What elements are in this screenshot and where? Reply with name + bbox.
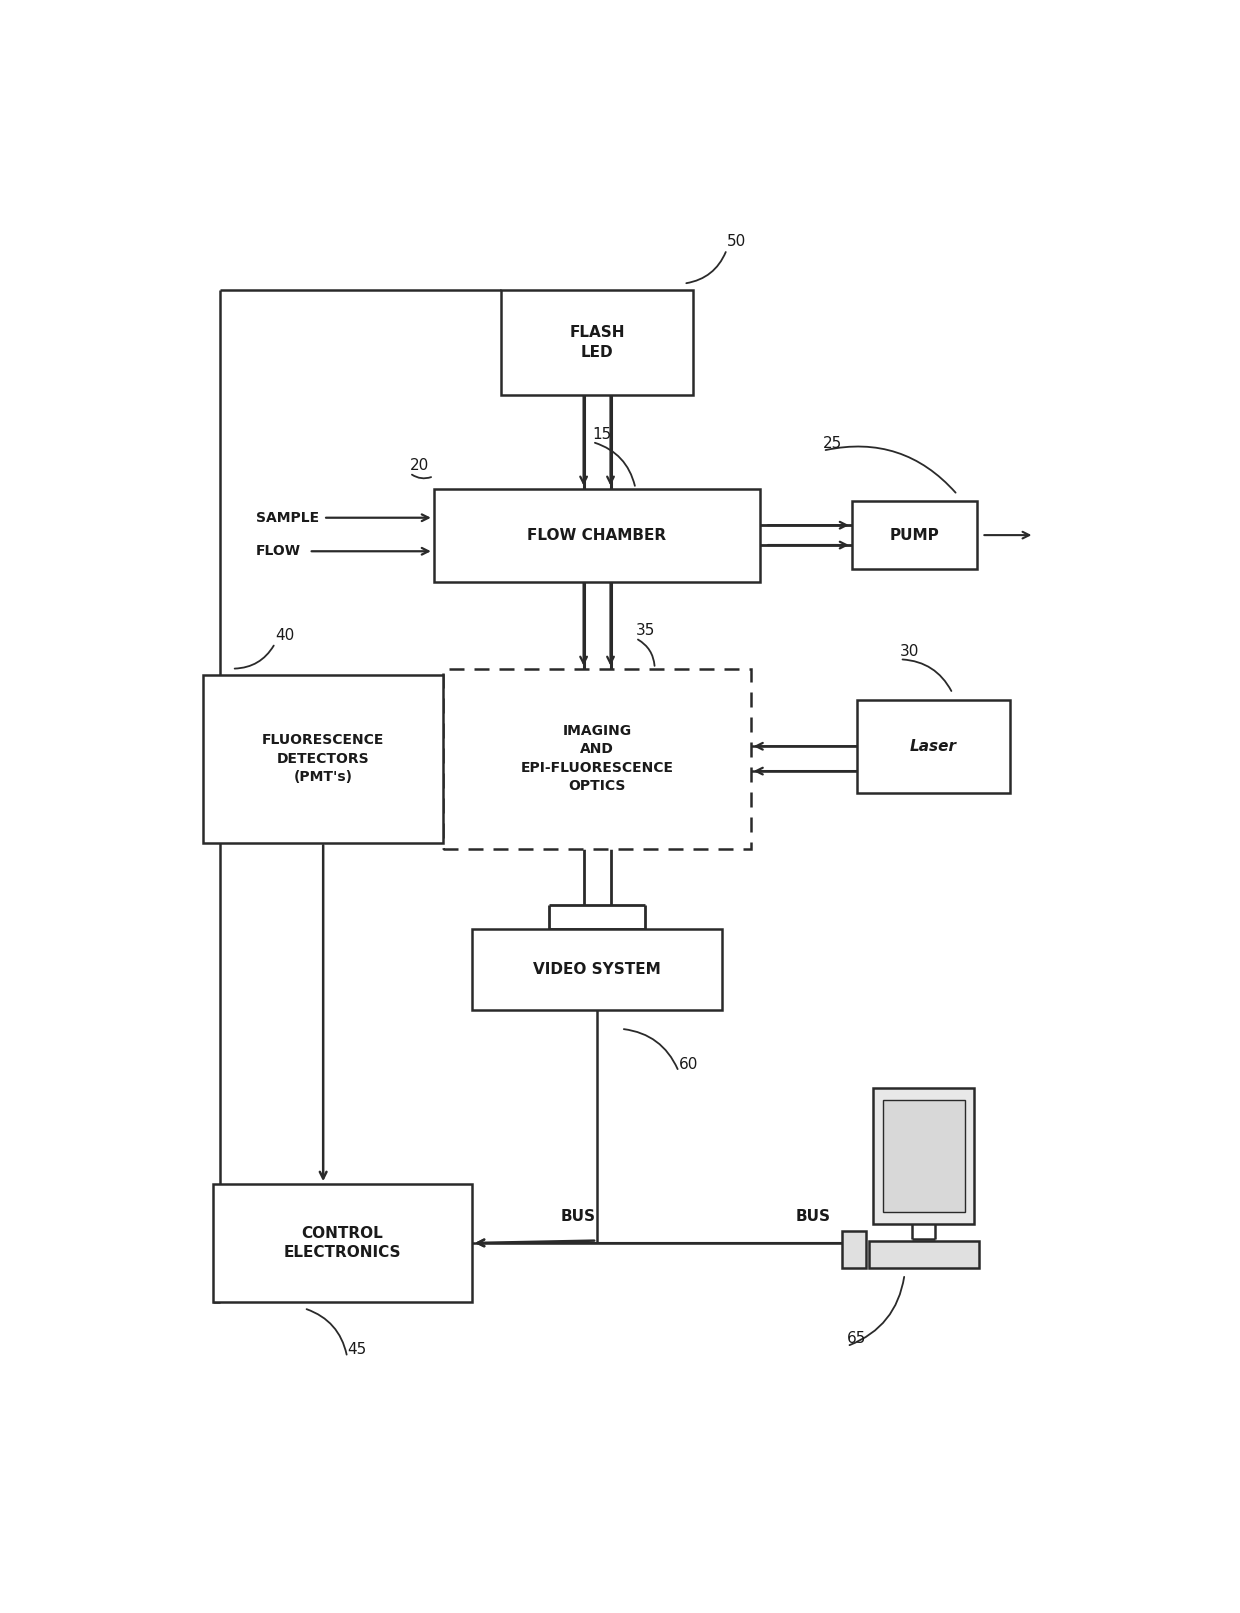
Text: 40: 40 (275, 627, 294, 644)
Bar (501, 290, 693, 395)
Bar (213, 1184, 472, 1302)
Text: 30: 30 (900, 644, 919, 660)
Text: PUMP: PUMP (889, 527, 939, 542)
Text: 25: 25 (823, 436, 842, 450)
Text: 65: 65 (847, 1331, 867, 1347)
Text: SAMPLE: SAMPLE (255, 511, 319, 524)
Text: 15: 15 (593, 427, 611, 442)
Text: FLOW: FLOW (255, 544, 301, 558)
Text: 20: 20 (409, 458, 429, 473)
Text: VIDEO SYSTEM: VIDEO SYSTEM (533, 963, 661, 977)
Bar (868, 1240, 980, 1268)
Text: IMAGING
AND
EPI-FLUORESCENCE
OPTICS: IMAGING AND EPI-FLUORESCENCE OPTICS (521, 724, 673, 794)
Bar (434, 489, 760, 582)
Text: 35: 35 (635, 623, 655, 639)
Bar (203, 674, 444, 842)
Text: BUS: BUS (560, 1210, 595, 1224)
Bar (857, 700, 1011, 794)
Bar (873, 1087, 975, 1224)
Text: FLOW CHAMBER: FLOW CHAMBER (527, 527, 667, 542)
Bar (883, 1100, 965, 1211)
Text: FLASH
LED: FLASH LED (569, 326, 625, 360)
Bar (444, 669, 751, 848)
Text: BUS: BUS (796, 1210, 831, 1224)
Text: CONTROL
ELECTRONICS: CONTROL ELECTRONICS (284, 1226, 402, 1260)
Bar (472, 929, 722, 1010)
Text: FLUORESCENCE
DETECTORS
(PMT's): FLUORESCENCE DETECTORS (PMT's) (262, 734, 384, 784)
Text: 50: 50 (727, 234, 746, 250)
Bar (842, 1231, 866, 1268)
Text: 45: 45 (347, 1342, 367, 1357)
Text: 60: 60 (678, 1057, 698, 1071)
Text: Laser: Laser (910, 739, 957, 753)
Bar (852, 502, 977, 569)
